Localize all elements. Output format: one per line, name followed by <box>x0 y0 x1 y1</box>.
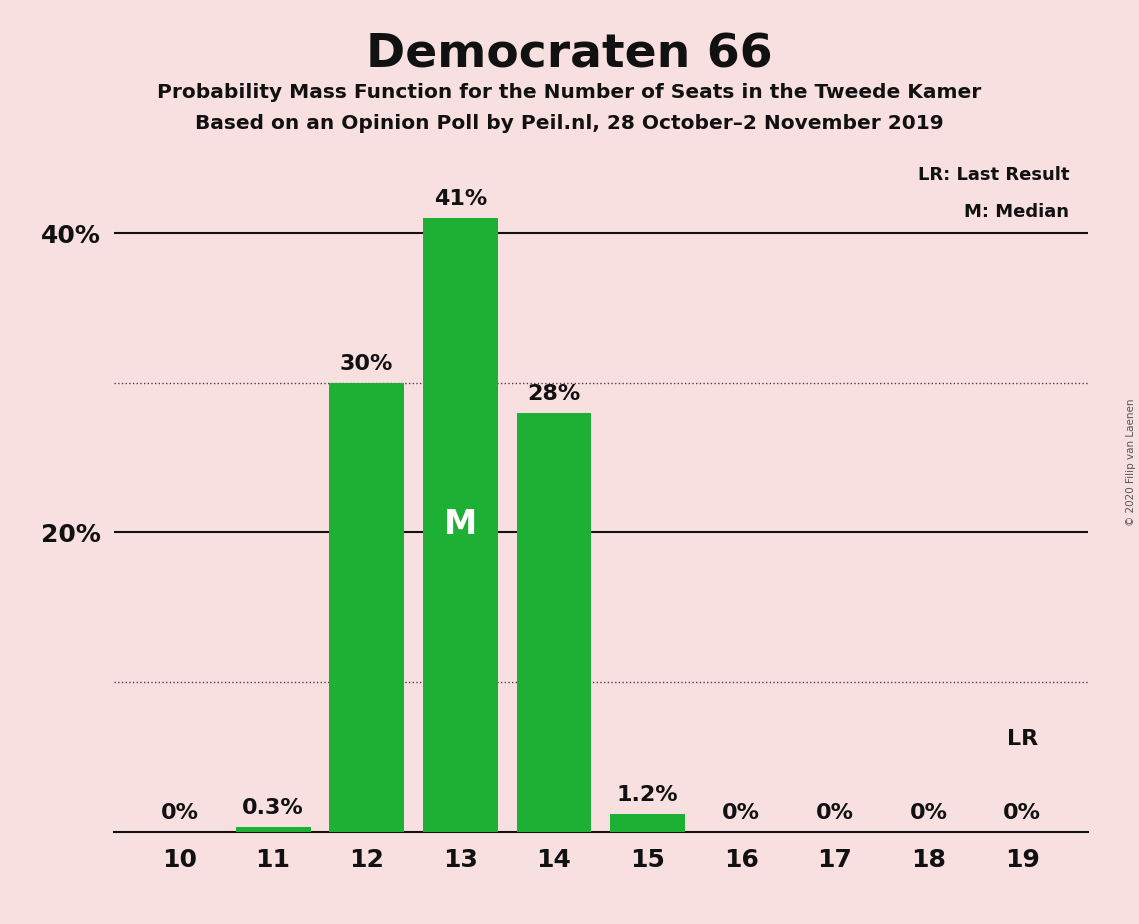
Text: M: Median: M: Median <box>964 203 1070 221</box>
Bar <box>423 218 498 832</box>
Text: M: M <box>444 508 477 541</box>
Text: Based on an Opinion Poll by Peil.nl, 28 October–2 November 2019: Based on an Opinion Poll by Peil.nl, 28 … <box>195 114 944 133</box>
Text: 0%: 0% <box>161 803 198 822</box>
Bar <box>517 413 591 832</box>
Text: © 2020 Filip van Laenen: © 2020 Filip van Laenen <box>1126 398 1136 526</box>
Text: LR: Last Result: LR: Last Result <box>918 165 1070 184</box>
Bar <box>329 383 404 832</box>
Text: 30%: 30% <box>341 354 393 373</box>
Text: 0%: 0% <box>816 803 854 822</box>
Text: 0%: 0% <box>1003 803 1041 822</box>
Text: 41%: 41% <box>434 189 487 209</box>
Text: 0%: 0% <box>722 803 760 822</box>
Text: 28%: 28% <box>527 383 581 404</box>
Text: LR: LR <box>1007 729 1038 749</box>
Text: 1.2%: 1.2% <box>617 784 679 805</box>
Text: 0%: 0% <box>910 803 948 822</box>
Bar <box>611 814 685 832</box>
Bar <box>236 827 311 832</box>
Text: Probability Mass Function for the Number of Seats in the Tweede Kamer: Probability Mass Function for the Number… <box>157 83 982 103</box>
Text: 0.3%: 0.3% <box>243 798 304 818</box>
Text: Democraten 66: Democraten 66 <box>366 32 773 78</box>
